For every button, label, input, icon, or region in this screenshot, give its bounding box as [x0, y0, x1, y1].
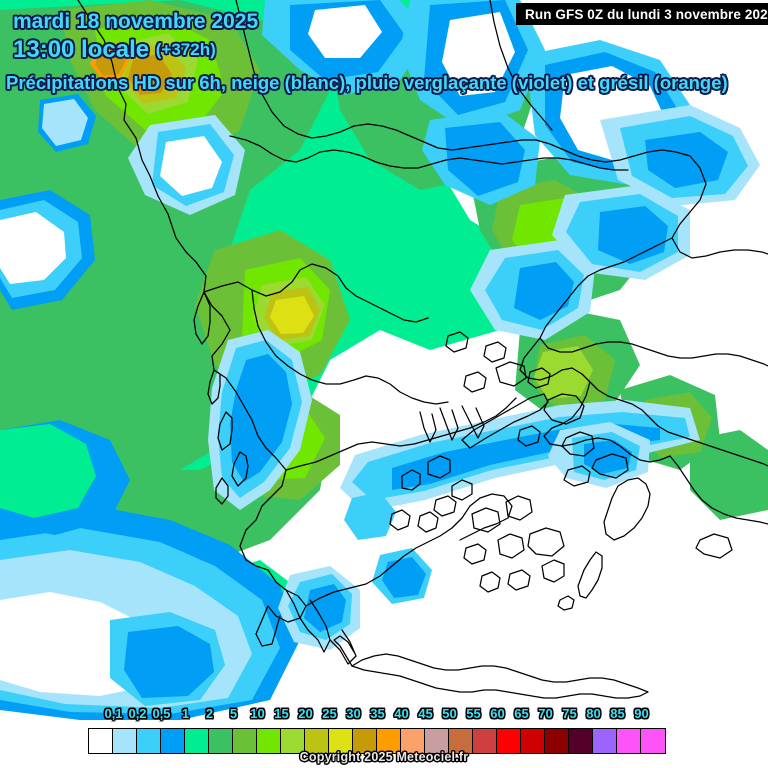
- legend-swatch: [545, 729, 569, 753]
- legend-tick-labels: 0,1 0,2 0,5 1 2 5 10 15 20 25 30 35 40 45 50 55 60 65 70 75…: [0, 706, 768, 728]
- legend-swatch: [401, 729, 425, 753]
- legend-tick: 15: [274, 706, 289, 721]
- legend-swatch: [329, 729, 353, 753]
- legend-tick: 40: [394, 706, 409, 721]
- legend-swatch: [449, 729, 473, 753]
- legend-tick: 35: [370, 706, 385, 721]
- legend-swatch: [209, 729, 233, 753]
- legend-swatch: [473, 729, 497, 753]
- legend-swatch: [137, 729, 161, 753]
- legend-swatch: [89, 729, 113, 753]
- legend-tick: 0,1: [104, 706, 123, 721]
- legend-swatch: [617, 729, 641, 753]
- legend-swatch: [425, 729, 449, 753]
- legend-tick: 10: [250, 706, 265, 721]
- legend-tick: 25: [322, 706, 337, 721]
- legend-swatch: [641, 729, 665, 753]
- legend-tick: 5: [229, 706, 238, 721]
- legend-swatch: [497, 729, 521, 753]
- legend-swatch: [569, 729, 593, 753]
- legend-tick: 75: [562, 706, 577, 721]
- forecast-description: Précipitations HD sur 6h, neige (blanc),…: [6, 72, 728, 93]
- legend-tick: 30: [346, 706, 361, 721]
- legend-tick: 90: [634, 706, 649, 721]
- legend-tick: 50: [442, 706, 457, 721]
- forecast-time: 13:00 locale: [13, 36, 150, 63]
- legend-tick: 65: [514, 706, 529, 721]
- legend-swatch: [305, 729, 329, 753]
- coastlines-and-borders: [77, 0, 768, 699]
- legend-swatch: [161, 729, 185, 753]
- legend-tick: 45: [418, 706, 433, 721]
- legend-tick: 70: [538, 706, 553, 721]
- legend-tick: 0,2: [128, 706, 147, 721]
- legend-swatch: [377, 729, 401, 753]
- forecast-hour: (+372h): [155, 40, 216, 59]
- copyright-notice: Copyright 2025 Meteociel.fr: [299, 750, 469, 764]
- legend-tick: 1: [181, 706, 190, 721]
- legend-swatch: [185, 729, 209, 753]
- legend-swatch: [353, 729, 377, 753]
- legend-swatch: [257, 729, 281, 753]
- legend-color-scale: [88, 728, 666, 754]
- legend-swatch: [521, 729, 545, 753]
- legend-swatch: [113, 729, 137, 753]
- legend-swatch: [233, 729, 257, 753]
- legend-swatch: [593, 729, 617, 753]
- model-run-badge: Run GFS 0Z du lundi 3 novembre 2025: [516, 3, 768, 25]
- legend-tick: 20: [298, 706, 313, 721]
- forecast-date: mardi 18 novembre 2025: [13, 10, 259, 33]
- model-run-label: Run GFS 0Z du lundi 3 novembre 2025: [525, 6, 768, 22]
- legend-tick: 0,5: [152, 706, 171, 721]
- legend-tick: 55: [466, 706, 481, 721]
- legend-tick: 2: [205, 706, 214, 721]
- legend-tick: 60: [490, 706, 505, 721]
- legend-tick: 80: [586, 706, 601, 721]
- legend-tick: 85: [610, 706, 625, 721]
- precipitation-legend: 0,1 0,2 0,5 1 2 5 10 15 20 25 30 35 40 45 50 55 60 65 70 75…: [0, 706, 768, 754]
- forecast-time-row: 13:00 locale (+372h): [13, 36, 216, 64]
- legend-swatch: [281, 729, 305, 753]
